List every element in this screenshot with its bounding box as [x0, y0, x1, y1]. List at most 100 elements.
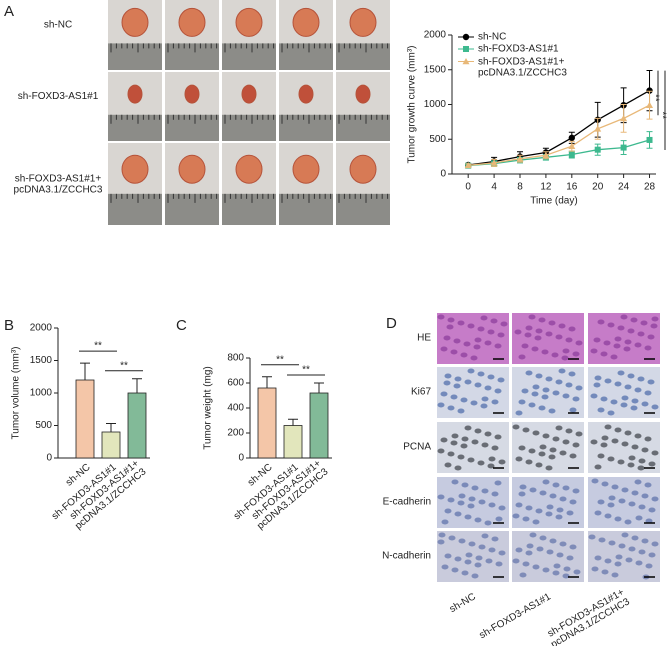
marker [463, 46, 469, 52]
nucleus [552, 570, 560, 576]
nucleus [565, 337, 573, 343]
bar [101, 431, 121, 459]
nucleus [607, 456, 615, 462]
nucleus [600, 396, 608, 402]
nucleus [618, 498, 626, 504]
tumor [298, 84, 314, 104]
nucleus [444, 373, 452, 379]
nucleus [644, 436, 652, 442]
nucleus [548, 408, 556, 414]
nucleus [641, 401, 649, 407]
nucleus [458, 538, 466, 544]
nucleus [614, 336, 622, 342]
ihc-row-label: PCNA [403, 442, 431, 453]
nucleus [548, 454, 556, 460]
ruler [279, 43, 333, 70]
nucleus [546, 549, 554, 555]
legend-label: sh-FOXD3-AS1#1+ pcDNA3.1/ZCCHC3 [478, 56, 567, 78]
tumor [292, 154, 320, 184]
nucleus [553, 563, 561, 569]
nucleus [471, 439, 479, 445]
y-axis-label: Tumor volume (mm³) [11, 347, 22, 440]
nucleus [552, 482, 560, 488]
nucleus [526, 543, 534, 549]
nucleus [645, 563, 653, 569]
nucleus [572, 351, 580, 357]
nucleus [488, 502, 496, 508]
y-tick-label: 1500 [30, 355, 53, 366]
ruler [108, 193, 162, 225]
nucleus [614, 381, 622, 387]
nucleus [542, 479, 550, 485]
nucleus [641, 493, 649, 499]
nucleus [491, 491, 499, 497]
y-tick-label: 0 [440, 169, 446, 180]
nucleus [559, 496, 567, 502]
row-label: sh-NC [44, 20, 72, 31]
nucleus [631, 490, 639, 496]
nucleus [621, 441, 629, 447]
nucleus [556, 552, 564, 558]
nucleus [444, 553, 452, 559]
ruler [222, 193, 276, 225]
nucleus [444, 462, 452, 468]
nucleus [451, 433, 459, 439]
nucleus [608, 540, 616, 546]
nucleus [484, 385, 492, 391]
tumor [127, 84, 143, 104]
nucleus [518, 354, 526, 360]
nucleus [514, 329, 522, 335]
marker [462, 58, 470, 65]
tumor [178, 7, 206, 37]
nucleus [538, 405, 546, 411]
nucleus [491, 399, 499, 405]
y-tick-label: 2000 [30, 323, 53, 334]
nucleus [458, 493, 466, 499]
ruler [222, 114, 276, 141]
nucleus [461, 436, 469, 442]
nucleus [474, 337, 482, 343]
ruler [279, 193, 333, 225]
nucleus [437, 539, 445, 545]
nucleus [529, 487, 537, 493]
nucleus [569, 407, 577, 413]
nucleus [464, 425, 472, 431]
nucleus [484, 431, 492, 437]
ihc-column-label: sh-FOXD3-AS1#1 [478, 591, 554, 641]
nucleus [467, 457, 475, 463]
nucleus [552, 436, 560, 442]
nucleus [461, 482, 469, 488]
nucleus [548, 320, 556, 326]
nucleus [630, 405, 638, 411]
nucleus [477, 460, 485, 466]
nucleus [498, 550, 506, 556]
nucleus [617, 370, 625, 376]
nucleus [568, 371, 576, 377]
nucleus [447, 451, 455, 457]
nucleus [460, 397, 468, 403]
nucleus [624, 430, 632, 436]
nucleus [525, 459, 533, 465]
nucleus [628, 501, 636, 507]
nucleus [628, 455, 636, 461]
panel-label: B [4, 317, 14, 334]
nucleus [515, 502, 523, 508]
nucleus [644, 390, 652, 396]
nucleus [518, 491, 526, 497]
nucleus [558, 368, 566, 374]
nucleus [512, 558, 520, 564]
nucleus [594, 510, 602, 516]
nucleus [594, 464, 602, 470]
nucleus [522, 427, 530, 433]
nucleus [558, 323, 566, 329]
nucleus [600, 351, 608, 357]
nucleus [644, 345, 652, 351]
nucleus [565, 382, 573, 388]
nucleus [528, 448, 536, 454]
nucleus [454, 376, 462, 382]
nucleus [611, 438, 619, 444]
nucleus [447, 317, 455, 323]
x-tick-label: 24 [618, 182, 630, 193]
nucleus [512, 424, 520, 430]
